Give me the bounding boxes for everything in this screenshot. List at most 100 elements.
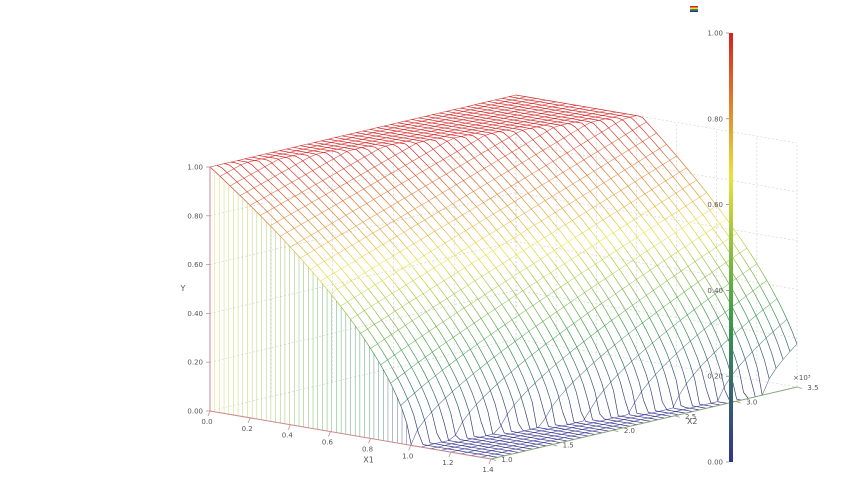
surface-mesh-line: [598, 201, 604, 208]
surface-mesh-line: [291, 170, 297, 177]
surface-mesh-line: [523, 141, 529, 147]
surface-mesh-line: [488, 129, 494, 132]
surface-mesh-line: [539, 99, 547, 103]
surface-mesh-line: [503, 225, 509, 232]
surface-mesh-line: [556, 306, 564, 312]
surface-mesh-line: [611, 138, 619, 144]
surface-mesh-line: [517, 365, 524, 377]
surface-mesh-line: [666, 249, 672, 257]
surface-mesh-line: [542, 185, 548, 192]
surface-mesh-line: [333, 150, 338, 153]
surface-mesh-line: [357, 310, 365, 316]
surface-mesh-line: [316, 151, 322, 153]
surface-mesh-line: [696, 192, 702, 200]
surface-mesh-line: [529, 281, 537, 287]
surface-mesh-line: [592, 241, 600, 247]
surface-mesh-line: [293, 162, 299, 168]
surface-mesh-line: [393, 125, 401, 129]
surface-mesh-line: [738, 250, 744, 259]
surface-mesh-line: [464, 129, 472, 132]
surface-mesh-line: [476, 114, 484, 117]
surface-mesh-line: [454, 182, 460, 188]
surface-mesh-line: [525, 173, 533, 179]
surface-mesh-line: [435, 192, 443, 198]
surface-mesh-line: [446, 442, 452, 445]
surface-mesh-line: [465, 206, 472, 213]
x1-axis-tick: [328, 431, 331, 437]
surface-mesh-line: [564, 385, 570, 401]
surface-mesh-line: [442, 121, 447, 124]
surface-mesh-line: [585, 326, 591, 336]
surface-mesh-line: [398, 139, 403, 141]
surface-mesh-line: [325, 152, 332, 157]
surface-mesh-line: [428, 375, 436, 382]
surface-mesh-line: [440, 263, 446, 270]
surface-mesh-line: [354, 272, 360, 279]
surface-mesh-line: [473, 227, 479, 234]
surface-mesh-line: [470, 236, 476, 243]
surface-mesh-line: [538, 200, 546, 206]
surface-mesh-line: [531, 349, 540, 356]
surface-mesh-line: [542, 103, 550, 106]
x1-axis-tick: [448, 451, 452, 458]
surface-mesh-line: [264, 162, 272, 167]
surface-mesh-line: [336, 300, 342, 308]
surface-mesh-line: [617, 169, 625, 175]
surface-mesh-line: [551, 440, 556, 443]
surface-mesh-line: [577, 188, 583, 195]
surface-mesh-line: [277, 200, 283, 206]
x1-axis-tick: [247, 417, 251, 424]
surface-mesh-line: [747, 265, 753, 274]
surface-mesh-line: [691, 237, 700, 243]
surface-mesh-line: [557, 437, 565, 440]
surface-mesh-line: [703, 244, 709, 252]
surface-mesh-line: [564, 342, 570, 352]
surface-mesh-line: [361, 293, 367, 301]
surface-mesh-line: [423, 129, 429, 132]
surface-mesh-line: [560, 282, 568, 288]
surface-mesh-line: [489, 437, 497, 440]
surface-mesh-line: [555, 425, 563, 428]
surface-mesh-line: [500, 186, 506, 192]
surface-mesh-line: [598, 284, 605, 292]
surface-mesh-line: [493, 214, 500, 221]
surface-mesh-line: [664, 291, 670, 300]
surface-mesh-line: [761, 289, 767, 299]
surface-mesh-line: [619, 214, 625, 221]
surface-mesh-line: [344, 244, 353, 250]
surface-mesh-line: [321, 168, 327, 174]
surface-mesh-line: [372, 154, 378, 160]
surface-mesh-line: [584, 136, 590, 143]
surface-mesh-line: [430, 129, 438, 132]
surface-mesh-line: [356, 238, 362, 245]
surface-mesh-line: [431, 211, 439, 217]
surface-mesh-line: [607, 158, 615, 163]
surface-mesh-line: [328, 137, 336, 140]
surface-mesh-line: [578, 250, 586, 256]
surface-mesh-line: [397, 197, 405, 203]
surface-mesh-line: [263, 207, 269, 214]
surface-mesh-line: [488, 106, 494, 109]
surface-mesh-line: [543, 430, 549, 433]
surface-mesh-line: [388, 310, 396, 316]
surface-mesh-line: [550, 429, 556, 431]
side-wall-gridline: [209, 241, 517, 314]
surface-mesh-line: [514, 154, 520, 161]
surface-mesh-line: [644, 412, 652, 415]
surface-mesh-line: [447, 446, 455, 450]
surface-mesh-line: [586, 200, 593, 207]
surface-mesh-line: [421, 216, 427, 223]
surface-mesh-line: [630, 236, 638, 242]
surface-mesh-line: [513, 434, 519, 436]
surface-mesh-line: [363, 188, 369, 195]
surface-mesh-line: [494, 239, 500, 246]
surface-mesh-line: [392, 288, 400, 294]
surface-mesh-line: [699, 192, 707, 198]
surface-mesh-line: [566, 148, 574, 154]
surface-mesh-line: [394, 339, 400, 348]
surface-mesh-line: [653, 285, 661, 291]
surface-mesh-line: [651, 202, 658, 210]
surface-mesh-line: [759, 280, 768, 286]
surface-mesh-line: [580, 355, 586, 366]
surface-mesh-line: [586, 225, 593, 233]
